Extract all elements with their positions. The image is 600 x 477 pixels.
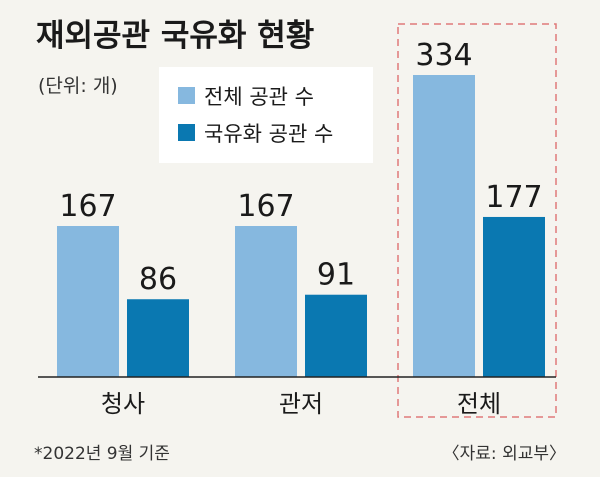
value-label-total-nationalized: 177 bbox=[485, 180, 542, 215]
legend-swatch-total bbox=[178, 87, 195, 104]
legend-label-total: 전체 공관 수 bbox=[204, 85, 314, 109]
source-note: 〈자료: 외교부〉 bbox=[443, 444, 566, 464]
value-label-total-total: 334 bbox=[415, 38, 472, 73]
footnote: *2022년 9월 기준 bbox=[34, 444, 170, 464]
highlight-box bbox=[397, 23, 557, 418]
category-label-gwanjeo: 관저 bbox=[279, 390, 323, 418]
bar-gwanjeo-total bbox=[235, 226, 297, 377]
category-label-total: 전체 bbox=[457, 390, 501, 418]
value-label-gwanjeo-total: 167 bbox=[237, 189, 294, 224]
legend-label-nationalized: 국유화 공관 수 bbox=[204, 122, 333, 146]
chart-title: 재외공관 국유화 현황 bbox=[36, 18, 314, 54]
bars-group: 167 86 167 91 334 177 bbox=[57, 38, 545, 377]
legend-box bbox=[159, 67, 373, 163]
category-label-cheongsa: 청사 bbox=[101, 390, 145, 418]
legend-swatch-nationalized bbox=[178, 124, 195, 141]
bar-gwanjeo-nationalized bbox=[305, 294, 367, 377]
bar-cheongsa-nationalized bbox=[127, 299, 189, 377]
bar-total-nationalized bbox=[483, 216, 545, 377]
value-label-gwanjeo-nationalized: 91 bbox=[317, 258, 355, 293]
value-label-cheongsa-total: 167 bbox=[59, 189, 116, 224]
unit-label: (단위: 개) bbox=[38, 75, 118, 97]
bar-total-total bbox=[413, 75, 475, 377]
category-labels: 청사 관저 전체 bbox=[101, 390, 501, 418]
value-label-cheongsa-nationalized: 86 bbox=[139, 262, 177, 297]
bar-cheongsa-total bbox=[57, 226, 119, 377]
